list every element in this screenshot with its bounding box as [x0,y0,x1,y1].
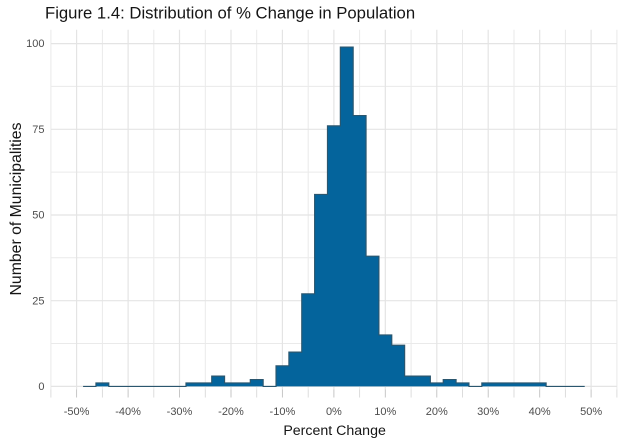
svg-text:0: 0 [38,381,44,393]
svg-text:50: 50 [32,210,44,222]
svg-text:-10%: -10% [270,406,296,418]
svg-text:30%: 30% [477,406,499,418]
svg-text:-30%: -30% [167,406,193,418]
svg-text:25: 25 [32,295,44,307]
svg-text:-50%: -50% [64,406,90,418]
svg-text:0%: 0% [326,406,342,418]
svg-text:-40%: -40% [115,406,141,418]
svg-text:100: 100 [26,38,44,50]
svg-text:Number of Municipalities: Number of Municipalities [8,122,25,295]
svg-text:50%: 50% [580,406,602,418]
svg-text:40%: 40% [529,406,551,418]
svg-text:-20%: -20% [218,406,244,418]
svg-text:Percent Change: Percent Change [283,423,386,439]
svg-text:Figure 1.4: Distribution of %: Figure 1.4: Distribution of % Change in … [45,4,415,23]
svg-text:10%: 10% [374,406,396,418]
svg-text:20%: 20% [426,406,448,418]
svg-text:75: 75 [32,124,44,136]
